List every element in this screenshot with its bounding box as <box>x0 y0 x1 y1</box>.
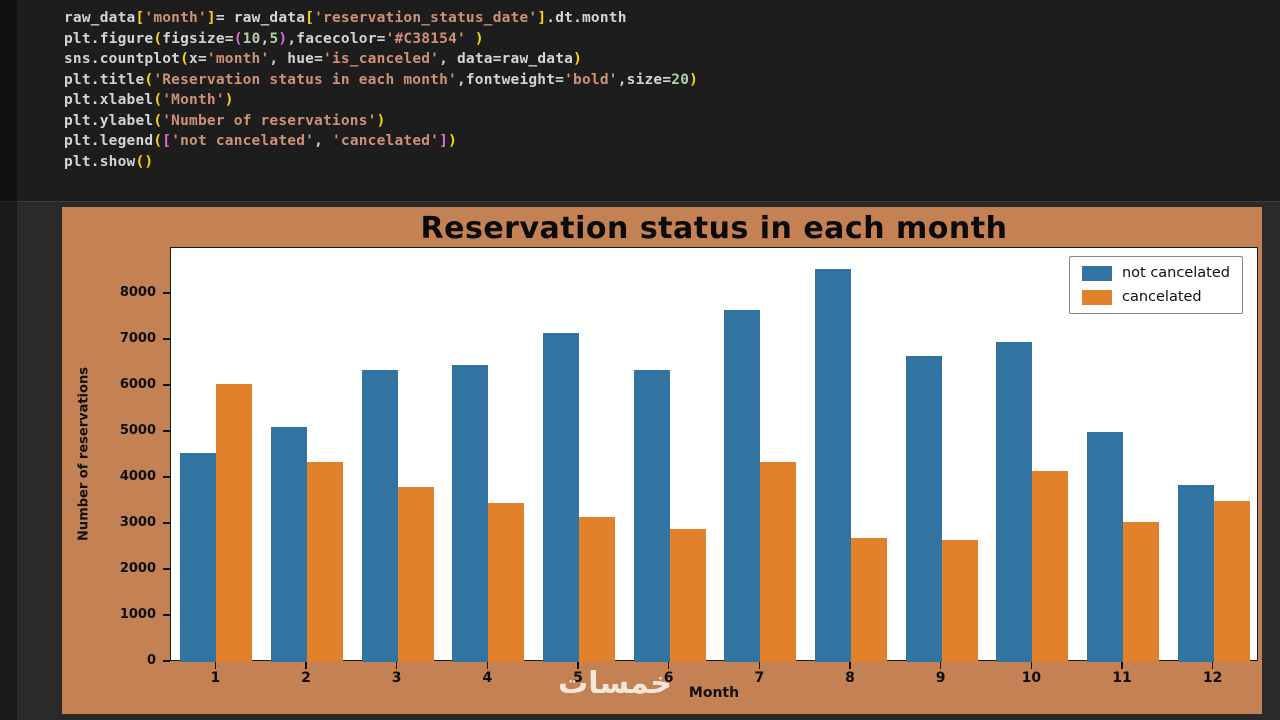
x-tick-label: 11 <box>1112 670 1132 686</box>
y-tick-mark <box>163 384 170 386</box>
bar-not-cancelated-month-9 <box>905 356 942 662</box>
y-tick-label: 4000 <box>119 469 156 484</box>
bar-cancelated-month-7 <box>760 461 797 662</box>
y-tick-mark <box>163 476 170 478</box>
y-tick-label: 2000 <box>119 561 156 576</box>
code-editor[interactable]: raw_data['month']= raw_data['reservation… <box>0 0 1280 202</box>
bar-not-cancelated-month-12 <box>1177 484 1214 662</box>
x-tick-label: 3 <box>391 670 402 686</box>
bar-cancelated-month-6 <box>669 528 706 662</box>
legend-label: cancelated <box>1121 289 1202 305</box>
y-tick-mark <box>163 660 170 662</box>
bar-cancelated-month-9 <box>941 540 978 662</box>
x-tick-label: 9 <box>935 670 946 686</box>
legend-swatch <box>1081 265 1112 281</box>
output-area: Reservation status in each month Number … <box>0 202 1280 720</box>
bar-cancelated-month-2 <box>307 461 343 662</box>
bar-cancelated-month-5 <box>579 517 615 662</box>
bar-not-cancelated-month-6 <box>633 369 670 662</box>
y-tick-label: 6000 <box>119 377 156 392</box>
x-tick-label: 8 <box>845 670 855 686</box>
bar-cancelated-month-1 <box>216 383 253 662</box>
x-tick-mark <box>577 662 579 669</box>
x-tick-mark <box>1121 662 1123 669</box>
y-tick-label: 1000 <box>119 607 156 622</box>
chart-figure: Reservation status in each month Number … <box>62 207 1262 714</box>
code-line: raw_data['month']= raw_data['reservation… <box>64 10 627 26</box>
y-tick-mark <box>163 292 170 294</box>
x-tick-mark <box>305 662 307 669</box>
code-line: plt.ylabel('Number of reservations') <box>64 112 386 129</box>
x-tick-mark <box>758 662 761 669</box>
bar-not-cancelated-month-1 <box>180 452 217 662</box>
x-tick-mark <box>667 662 670 669</box>
x-tick-mark <box>1030 662 1033 669</box>
y-tick-label: 8000 <box>119 285 156 300</box>
code-line: plt.show() <box>64 153 154 170</box>
x-tick-label: 6 <box>663 670 674 686</box>
y-tick-label: 5000 <box>119 423 156 438</box>
left-gutter <box>0 0 17 720</box>
x-tick-label: 7 <box>754 670 765 686</box>
code-line: plt.xlabel('Month') <box>64 92 234 108</box>
y-tick-mark <box>163 522 170 524</box>
bar-not-cancelated-month-3 <box>361 369 398 662</box>
legend-label: not cancelated <box>1121 265 1230 281</box>
y-tick-label: 3000 <box>119 515 156 530</box>
y-tick-mark <box>163 614 170 616</box>
x-axis-label: Month <box>688 685 740 701</box>
code-line: sns.countplot(x='month', hue='is_cancele… <box>64 51 582 67</box>
x-tick-mark <box>939 662 942 669</box>
x-tick-label: 5 <box>573 670 583 686</box>
x-tick-label: 2 <box>301 670 311 686</box>
x-tick-label: 10 <box>1021 670 1042 686</box>
legend: not cancelated cancelated <box>1068 256 1243 314</box>
y-tick-label: 7000 <box>119 331 156 346</box>
x-tick-label: 4 <box>482 670 493 686</box>
watermark: خمسات <box>558 666 672 701</box>
bar-cancelated-month-4 <box>488 503 525 662</box>
bar-cancelated-month-12 <box>1213 501 1250 662</box>
x-tick-mark <box>214 662 217 669</box>
x-tick-label: 12 <box>1202 670 1223 686</box>
bar-not-cancelated-month-10 <box>996 342 1033 662</box>
bar-not-cancelated-month-2 <box>271 427 307 662</box>
x-tick-mark <box>395 662 398 669</box>
y-tick-mark <box>163 430 170 432</box>
bar-cancelated-month-11 <box>1123 521 1159 662</box>
x-tick-mark <box>486 662 489 669</box>
chart-title: Reservation status in each month <box>420 211 1008 246</box>
bar-not-cancelated-month-4 <box>452 365 489 662</box>
y-tick-mark <box>163 568 170 570</box>
bar-cancelated-month-3 <box>397 487 434 662</box>
bar-cancelated-month-8 <box>851 537 887 662</box>
bar-not-cancelated-month-11 <box>1087 432 1123 662</box>
bar-not-cancelated-month-5 <box>543 333 579 662</box>
legend-entry: cancelated <box>1081 289 1230 305</box>
x-tick-mark <box>849 662 851 669</box>
legend-swatch <box>1081 289 1112 305</box>
bar-not-cancelated-month-8 <box>815 268 851 662</box>
y-tick-mark <box>163 338 170 340</box>
bar-cancelated-month-10 <box>1032 471 1069 662</box>
code-line: plt.legend(['not cancelated', 'cancelate… <box>64 133 457 149</box>
x-tick-mark <box>1211 662 1214 669</box>
plot-area: not cancelated cancelated <box>170 247 1258 662</box>
y-tick-label: 0 <box>146 653 156 668</box>
code-line: plt.figure(figsize=(10,5),facecolor='#C3… <box>64 30 484 47</box>
bar-not-cancelated-month-7 <box>724 310 761 662</box>
legend-entry: not cancelated <box>1081 265 1230 281</box>
x-tick-label: 1 <box>210 670 221 686</box>
code-line: plt.title('Reservation status in each mo… <box>64 71 699 88</box>
